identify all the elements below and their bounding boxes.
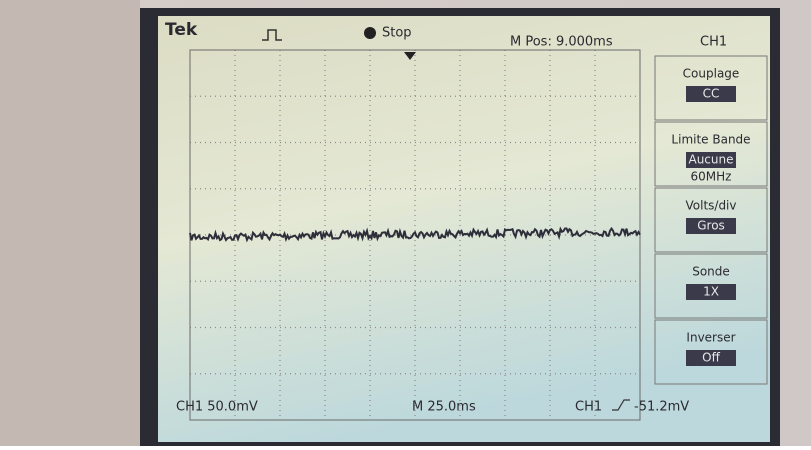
menu-label: Sonde — [692, 265, 730, 279]
menu-label: Volts/div — [685, 199, 736, 213]
status: Stop — [382, 26, 412, 41]
bezel-left — [0, 0, 140, 446]
trigger-channel: CH1 — [575, 400, 602, 415]
menu-label: Couplage — [683, 67, 740, 81]
menu-value-box — [686, 152, 736, 168]
side-menu: Couplage CC Limite Bande Aucune 60MHz Volts/d… — [654, 55, 768, 385]
menu-value: Aucune — [688, 153, 733, 167]
trigger-slope-icon — [612, 399, 630, 411]
channel: CH1 — [700, 35, 727, 50]
menu-value-box — [686, 350, 736, 366]
status-dot — [364, 27, 376, 39]
menu-box — [654, 55, 768, 121]
menu-value: CC — [703, 87, 720, 101]
trigger-icon — [262, 29, 282, 41]
menu-label: Limite Bande — [671, 133, 750, 147]
menu-box — [654, 253, 768, 319]
menu-box — [654, 319, 768, 385]
menu-value: Gros — [697, 219, 725, 233]
menu-extra: 60MHz — [691, 170, 732, 184]
channel-scale: CH1 50.0mV — [176, 400, 258, 415]
menu-value-box — [686, 86, 736, 102]
brand: Tek — [165, 20, 198, 40]
menu-value-box — [686, 218, 736, 234]
menu-value: 1X — [703, 285, 719, 299]
menu-label: Inverser — [686, 331, 735, 345]
screen — [158, 16, 770, 442]
signal-trace — [189, 226, 641, 243]
menu-value-box — [686, 284, 736, 300]
menu-box — [654, 187, 768, 253]
position: M Pos: 9.000ms — [510, 35, 613, 50]
menu-box — [654, 121, 768, 187]
timebase: M 25.0ms — [412, 400, 476, 415]
menu-value: Off — [702, 351, 720, 365]
trigger-position-marker — [404, 52, 416, 60]
trigger-level: -51.2mV — [634, 400, 689, 415]
